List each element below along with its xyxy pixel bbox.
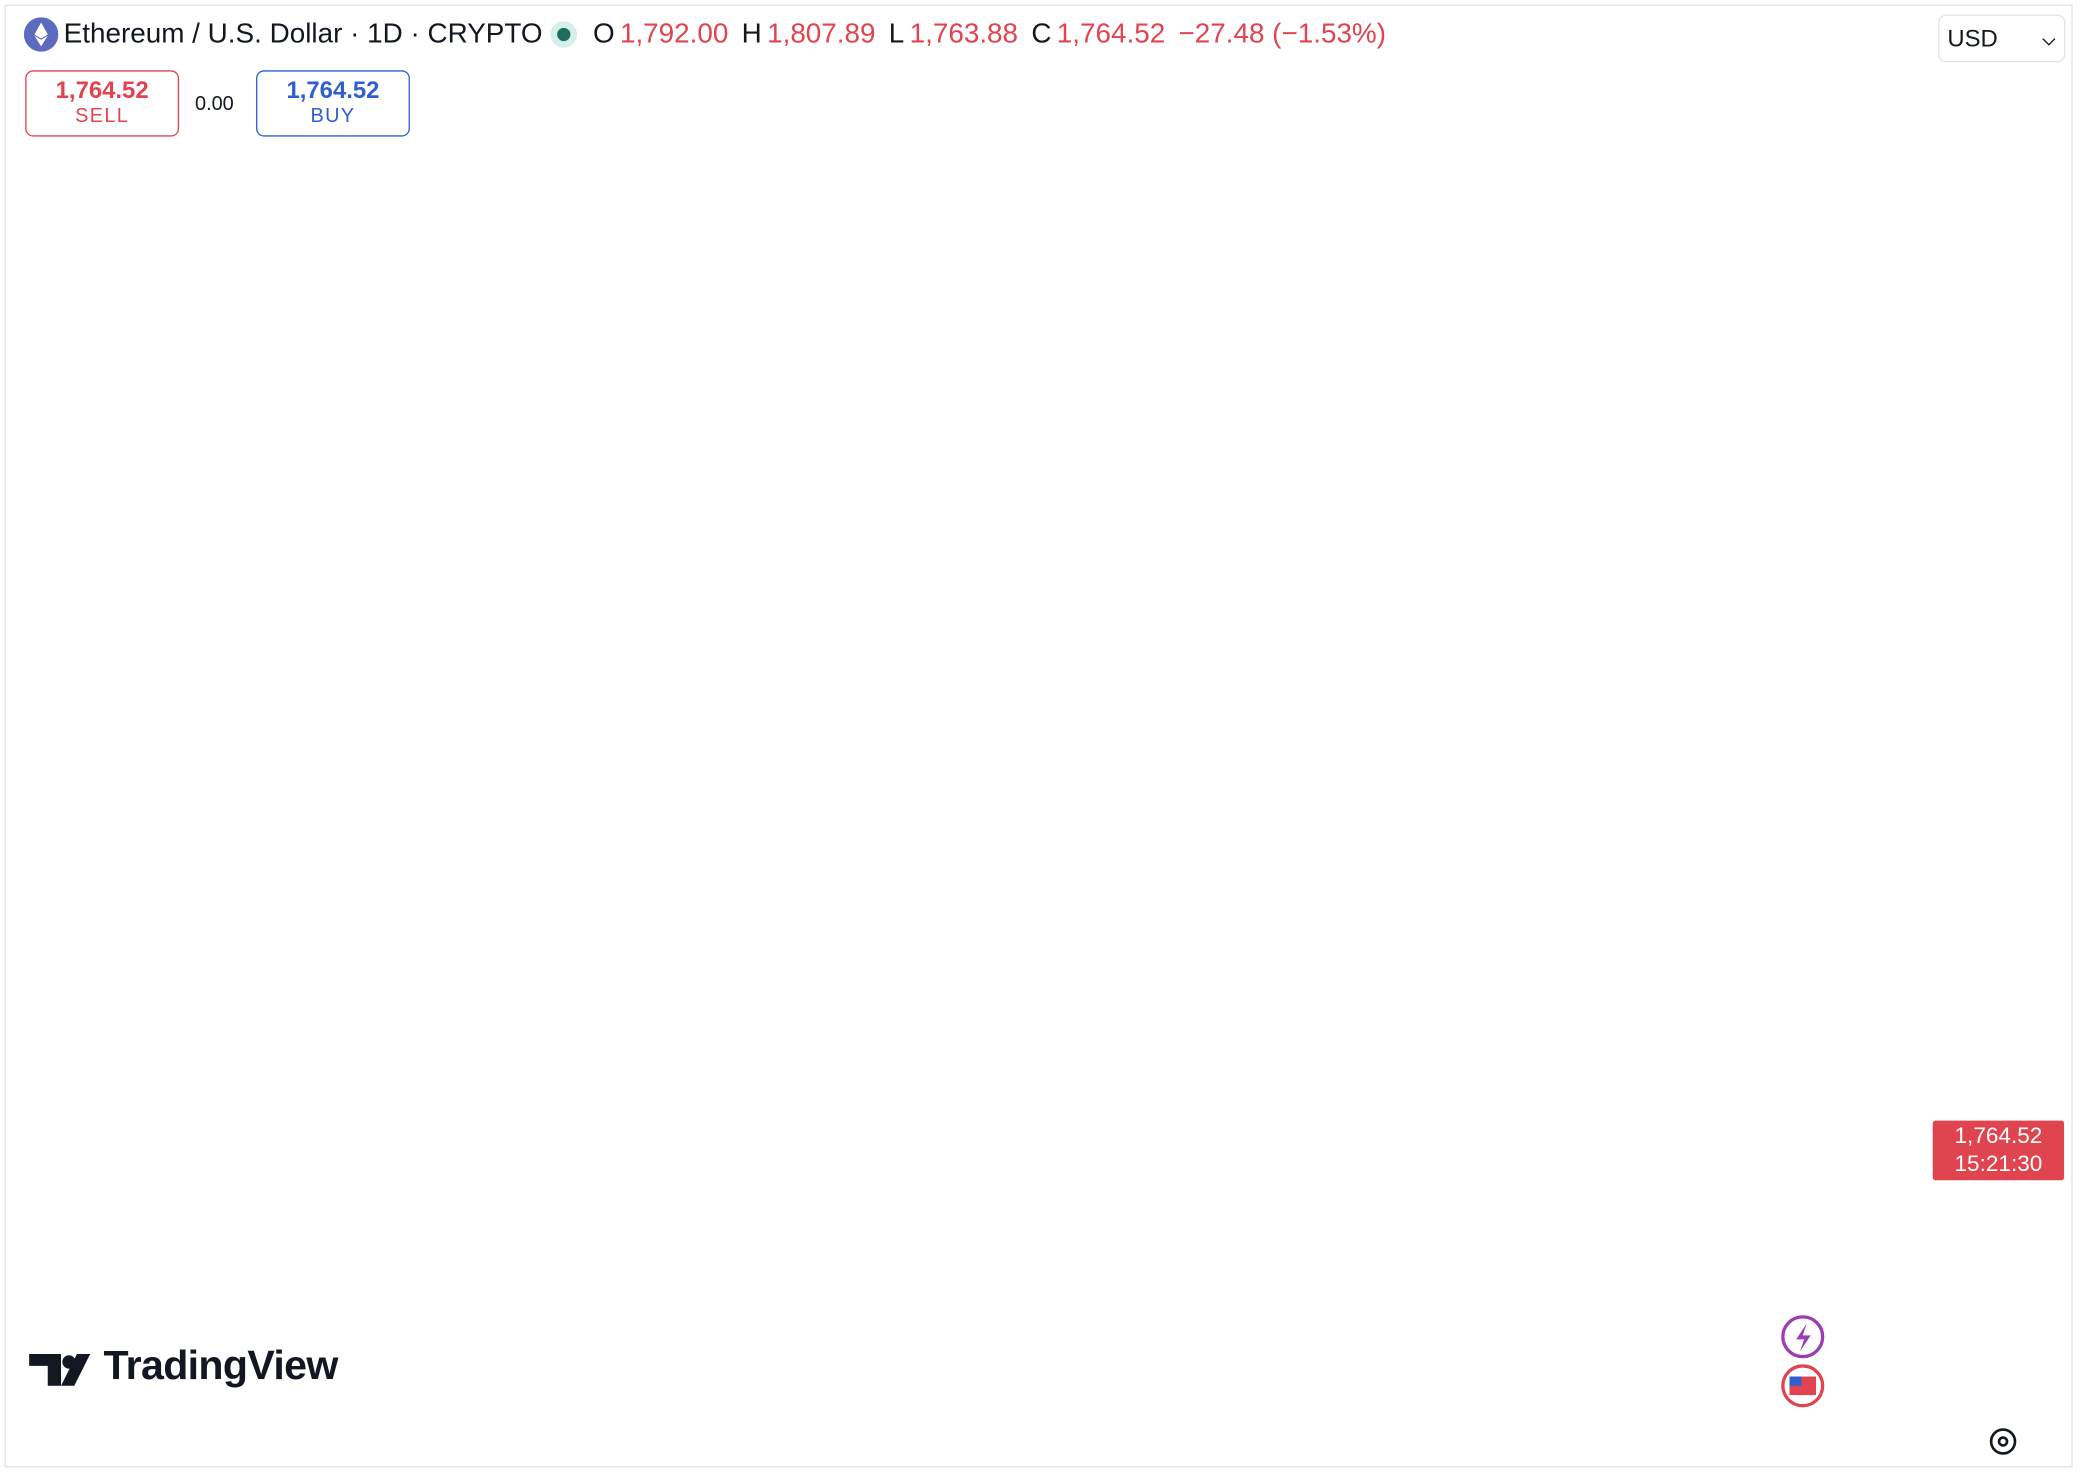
flag-icon[interactable] (1781, 1364, 1825, 1408)
ohlc-key: O (592, 18, 615, 50)
tv-logo-icon (29, 1353, 91, 1386)
sell-button[interactable]: 1,764.52 SELL (25, 70, 180, 137)
ohlc-value: 1,807.89 (767, 18, 876, 50)
sell-label: SELL (75, 104, 130, 128)
ohlc-key: L (888, 18, 905, 50)
buy-label: BUY (310, 104, 356, 128)
legend: Ethereum / U.S. Dollar · 1D · CRYPTO O 1,… (23, 17, 1386, 52)
sell-price: 1,764.52 (55, 76, 149, 104)
spread: 0.00 (194, 92, 234, 116)
brand: TradingView (103, 1342, 338, 1389)
status-dot (550, 21, 578, 48)
ohlc-value: 1,763.88 (909, 18, 1019, 50)
buy-button[interactable]: 1,764.52 BUY (256, 70, 410, 137)
frame (4, 4, 2073, 1468)
settings-icon[interactable] (1989, 1428, 2017, 1455)
ohlc-value: 1,764.52 (1056, 18, 1166, 50)
countdown: 15:21:30 (1954, 1151, 2043, 1177)
ohlc-key: H (741, 18, 762, 50)
lightning-icon[interactable] (1781, 1315, 1825, 1359)
currency-select[interactable]: USD (1938, 14, 2066, 63)
eth-icon (23, 17, 59, 52)
last-price-tag: 1,764.52 15:21:30 (1932, 1120, 2065, 1181)
buy-price: 1,764.52 (286, 76, 380, 104)
last-price: 1,764.52 (1954, 1123, 2043, 1149)
symbol-title[interactable]: Ethereum / U.S. Dollar · 1D · CRYPTO (63, 18, 543, 50)
ohlc-key: C (1031, 18, 1052, 50)
change: −27.48 (−1.53%) (1178, 18, 1386, 50)
ohlc-value: 1,792.00 (619, 18, 729, 50)
